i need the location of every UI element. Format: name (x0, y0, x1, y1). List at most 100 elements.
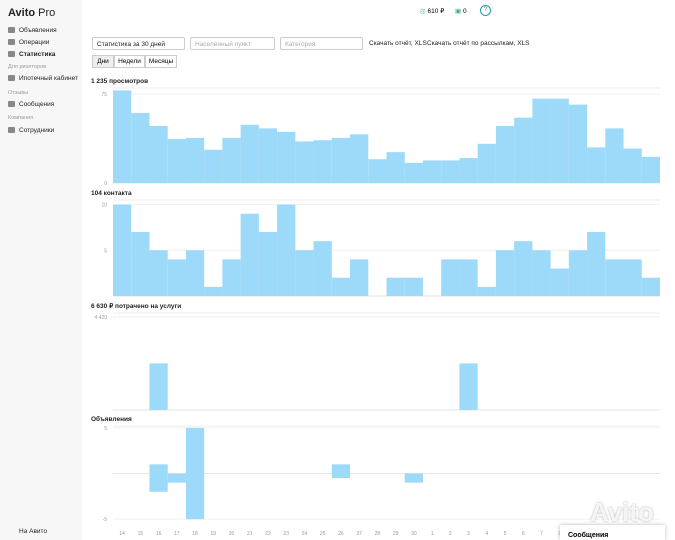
messages-panel[interactable]: Сообщения (560, 525, 665, 540)
bar (514, 241, 533, 296)
nav-item[interactable]: Статистика (19, 51, 56, 58)
bar (477, 143, 496, 183)
sidebar: Avito Pro Объявления Операции Статистика… (0, 0, 82, 540)
y-tick-label: 4 420 (94, 315, 107, 321)
x-tick-label: 15 (138, 531, 144, 537)
bar (495, 126, 515, 183)
bar (131, 232, 150, 296)
tab[interactable]: Недели (114, 55, 145, 68)
bar (240, 124, 259, 183)
bar (277, 204, 296, 296)
x-tick-label: 26 (338, 531, 344, 537)
logo-text: Avito (8, 7, 36, 19)
bar (441, 259, 460, 296)
bar (386, 152, 405, 183)
chart-title: 1 235 просмотров (91, 78, 148, 85)
bar (113, 90, 132, 183)
bar (568, 104, 588, 183)
bonus[interactable]: ▣ 0 (455, 7, 467, 15)
tab[interactable]: Дни (92, 55, 114, 68)
bar (149, 126, 168, 183)
icon (8, 39, 15, 45)
x-tick-label: 27 (356, 531, 362, 537)
category-select[interactable]: Категория (280, 37, 363, 50)
bar (605, 259, 624, 296)
bar (550, 98, 569, 183)
nav-item[interactable]: Сотрудники (19, 127, 55, 134)
bar (641, 277, 660, 296)
nav-item[interactable]: Сообщения (19, 101, 55, 108)
logo: Avito Pro (8, 7, 55, 19)
bar (386, 277, 405, 296)
bar (167, 139, 186, 183)
bar (641, 156, 660, 183)
nav-item[interactable]: Ипотечный кабинет (19, 75, 78, 82)
help-button[interactable]: ? (480, 5, 491, 16)
x-tick-label: 22 (265, 531, 271, 537)
bar (313, 241, 332, 296)
bonus-text: 0 (462, 8, 467, 15)
icon: ▣ (455, 8, 462, 15)
bar (185, 137, 205, 183)
x-tick-label: 23 (283, 531, 289, 537)
tab[interactable]: Месяцы (145, 55, 177, 68)
x-tick-label: 1 (431, 531, 434, 537)
bar (131, 112, 150, 183)
section-title: Для риэлторов (8, 64, 47, 70)
y-tick-label: 75 (101, 92, 107, 98)
x-tick-label: 19 (211, 531, 217, 537)
city-select[interactable]: Населённый пункт (190, 37, 275, 50)
bar (459, 259, 478, 296)
section-title: Компания (8, 115, 34, 121)
bar (404, 162, 423, 183)
balance[interactable]: ◎ 610 ₽ (420, 7, 444, 15)
bar (459, 363, 478, 410)
bar (295, 141, 314, 183)
report-link[interactable]: Скачать отчёт, XLS (369, 40, 427, 47)
watermark: Avito (590, 497, 655, 527)
bar (167, 259, 186, 296)
x-tick-label: 8 (558, 531, 561, 537)
bar (295, 250, 314, 296)
bar (368, 159, 387, 183)
report-link[interactable]: Скачать отчёт по рассылкам, XLS (427, 40, 530, 47)
y-tick-label: 0 (104, 181, 107, 187)
balance-text: 610 ₽ (427, 8, 445, 15)
bar (185, 473, 205, 520)
bar (331, 137, 351, 183)
period-select[interactable]: Статистика за 30 дней (92, 37, 185, 50)
bar (240, 213, 259, 296)
x-tick-label: 16 (156, 531, 162, 537)
icon: ◎ (420, 8, 426, 15)
bar (258, 232, 278, 296)
bar (495, 250, 515, 296)
x-tick-label: 17 (174, 531, 180, 537)
bar (532, 250, 551, 296)
messages-title: Сообщения (568, 532, 609, 539)
bar (167, 473, 186, 483)
bar (222, 259, 241, 296)
bar (532, 98, 551, 183)
bar (623, 259, 642, 296)
x-tick-label: 7 (540, 531, 543, 537)
bar (331, 277, 351, 296)
y-tick-label: 5 (104, 248, 107, 254)
chart-title: 6 630 ₽ потрачено на услуги (91, 302, 181, 310)
nav-item[interactable]: Объявления (19, 27, 57, 34)
bar (149, 363, 168, 410)
chart-title: 104 контакта (91, 190, 132, 197)
bar (404, 473, 423, 483)
bar (313, 140, 332, 183)
x-tick-label: 5 (504, 531, 507, 537)
nav-item[interactable]: На Авито (19, 528, 48, 535)
y-tick-label: -5 (103, 517, 108, 523)
bar (623, 148, 642, 183)
icon (8, 75, 15, 81)
bar (550, 268, 569, 296)
x-tick-label: 29 (393, 531, 399, 537)
x-tick-label: 3 (467, 531, 470, 537)
x-tick-label: 24 (302, 531, 308, 537)
nav-item[interactable]: Операции (19, 39, 50, 46)
bar (568, 250, 588, 296)
